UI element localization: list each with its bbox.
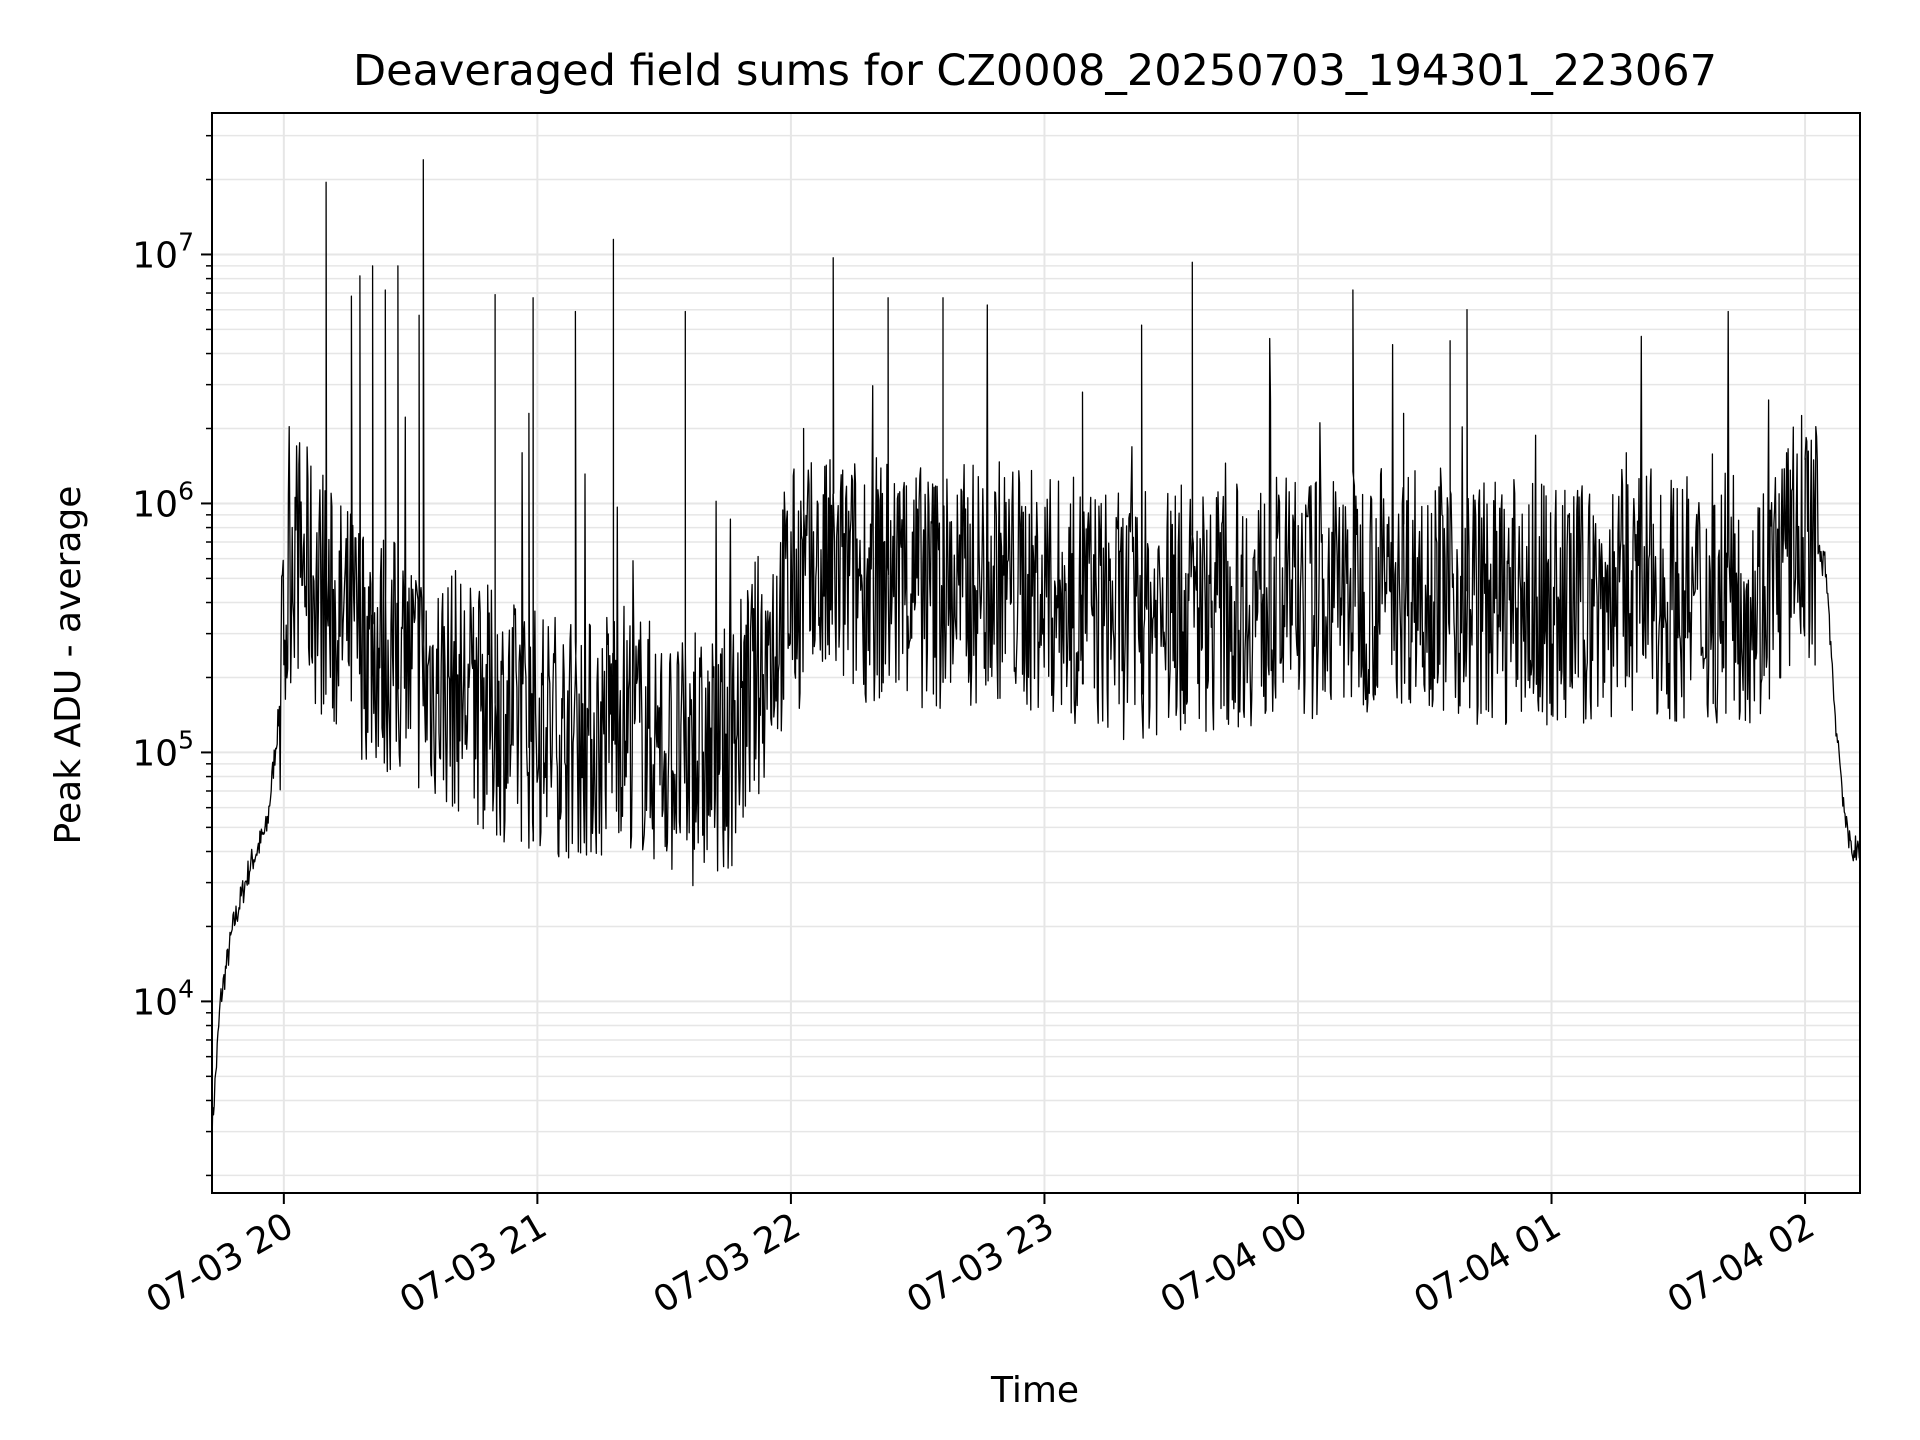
series-line	[211, 159, 1861, 1147]
x-axis-label: Time	[990, 1370, 1079, 1411]
y-axis-label: Peak ADU - average	[48, 486, 89, 845]
data-layer	[211, 159, 1861, 1147]
y-tick-label: 106	[132, 476, 194, 525]
y-tick-label: 104	[132, 974, 194, 1023]
plot-frame	[211, 112, 1861, 1194]
chart-title: Deaveraged field sums for CZ0008_2025070…	[353, 46, 1717, 96]
y-tick-label: 107	[132, 227, 194, 276]
y-tick-label: 105	[132, 725, 194, 774]
